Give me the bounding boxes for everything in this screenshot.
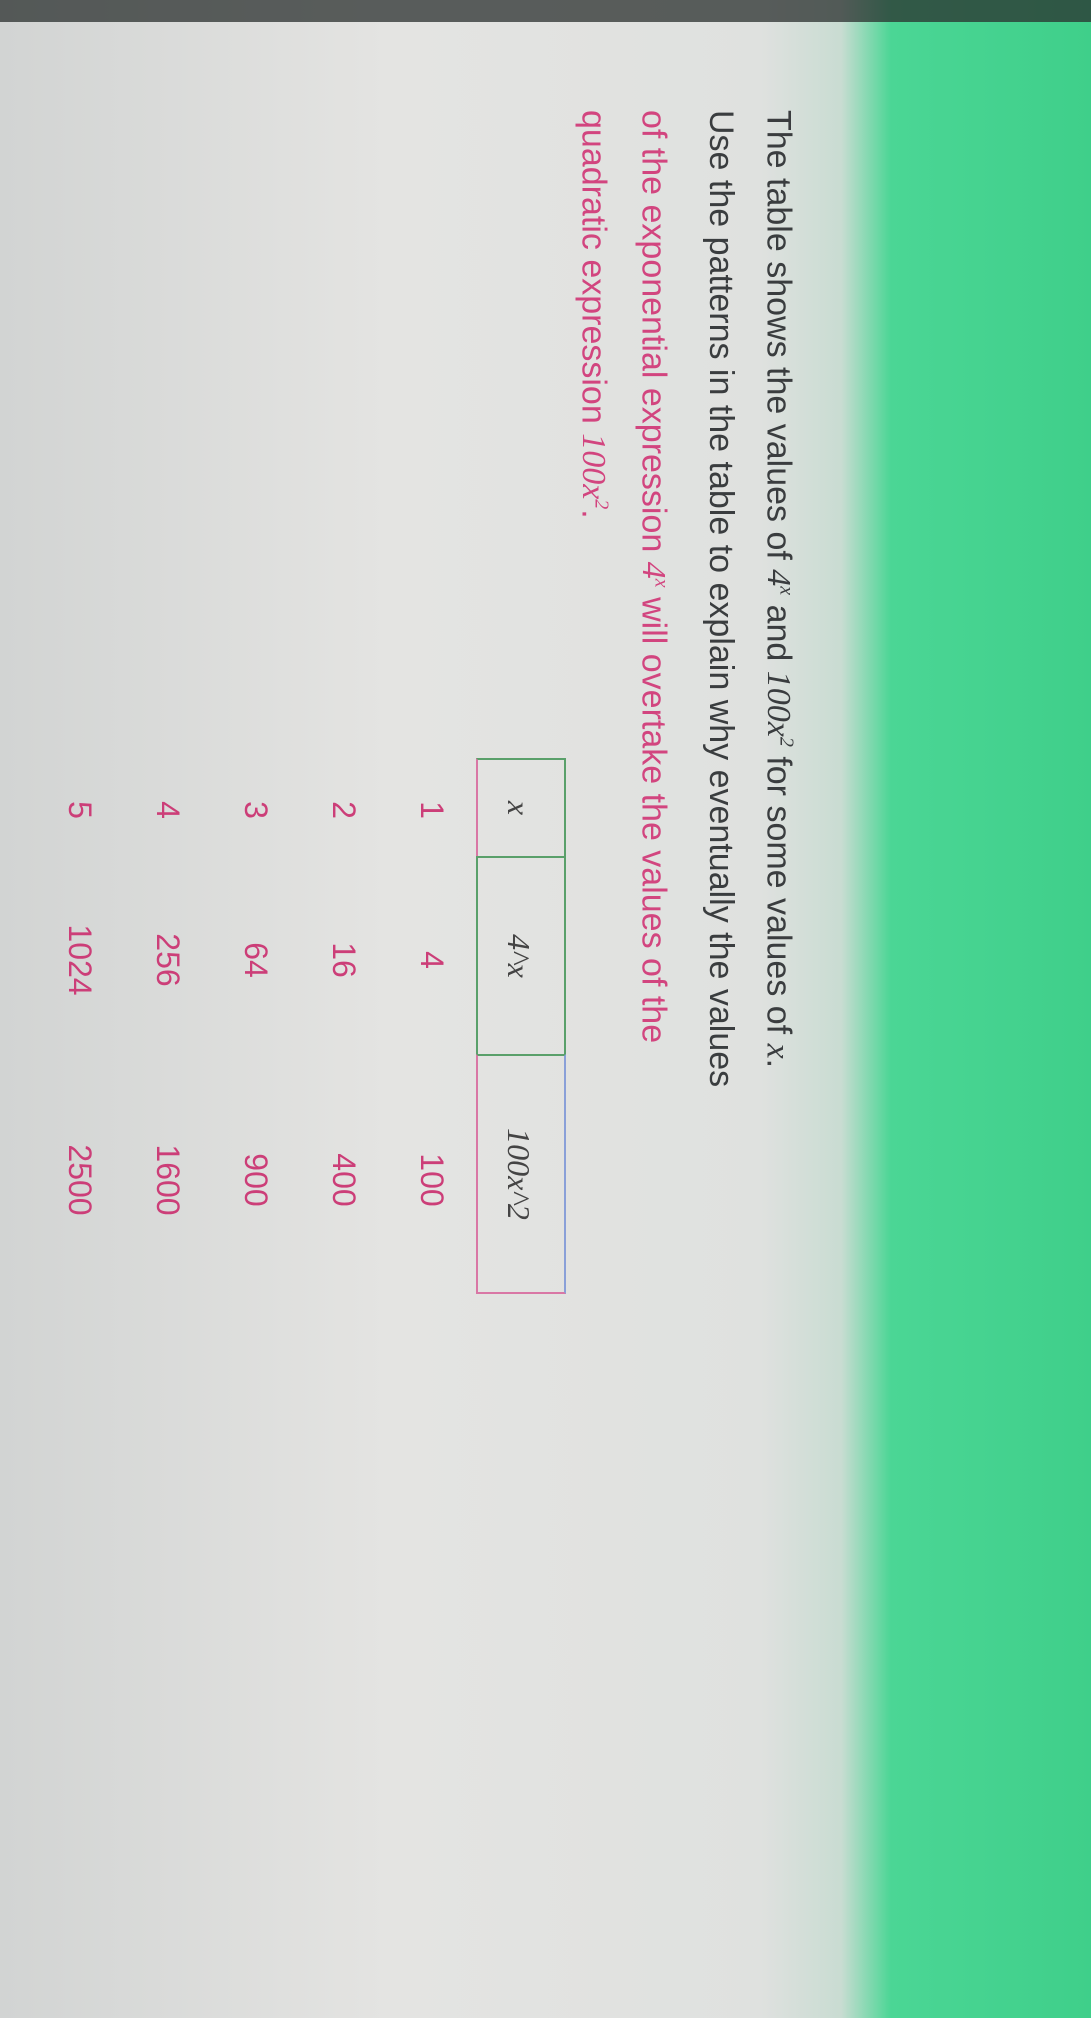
text: for some values of: [759, 746, 798, 1044]
table-row: 1 4 100: [388, 760, 476, 1300]
text: .: [574, 509, 613, 519]
cell: 256: [150, 933, 187, 987]
table-row: 4 256 1600: [124, 760, 212, 1300]
text: and: [759, 595, 798, 671]
values-table: x 4^x 100x^2 1 4 100 2 16 400 3 64 900 4 256 160…: [36, 758, 566, 1300]
math-exponential: 4x: [760, 569, 797, 595]
power: 2: [590, 499, 612, 510]
math-exponential: 4x: [635, 562, 672, 588]
cell: 1600: [150, 1144, 187, 1216]
variable: x: [759, 1043, 797, 1059]
base: 100x: [759, 670, 797, 737]
cell: 100: [414, 1153, 451, 1207]
math-quadratic: 100x2: [575, 433, 612, 509]
cell: 16: [326, 942, 363, 978]
text: of the exponential expression: [634, 110, 673, 562]
table-body: 1 4 100 2 16 400 3 64 900 4 256 1600 5 1024 2500: [36, 760, 476, 1300]
power: x: [775, 586, 797, 596]
cell: 64: [238, 942, 275, 978]
cell: 1: [414, 801, 451, 819]
text: The table shows the values of: [759, 110, 798, 570]
screen-edge: [0, 0, 1091, 22]
text: will overtake the values of the: [634, 587, 673, 1044]
base: 100x: [574, 433, 612, 500]
header-100x2: 100x^2: [476, 1054, 566, 1294]
question-line-2: Use the patterns in the table to explain…: [702, 110, 740, 1088]
question-line-1: The table shows the values of 4x and 100…: [758, 110, 806, 1068]
cell: 400: [326, 1153, 363, 1207]
table-row: 3 64 900: [212, 760, 300, 1300]
power: 2: [775, 736, 797, 747]
power: x: [650, 578, 672, 588]
header-4x: 4^x: [476, 856, 566, 1056]
math-quadratic: 100x2: [760, 671, 797, 747]
text: .: [759, 1058, 798, 1069]
cell: 4: [414, 951, 451, 969]
base: 4: [759, 569, 797, 587]
header-x: x: [476, 758, 566, 858]
cell: 900: [238, 1153, 275, 1207]
question-line-3: of the exponential expression 4x will ov…: [633, 110, 681, 1043]
table-row: 5 1024 2500: [36, 760, 124, 1300]
question-line-4: quadratic expression 100x2.: [573, 110, 621, 519]
table-header: x 4^x 100x^2: [476, 758, 566, 1300]
text: quadratic expression: [574, 110, 613, 434]
cell: 2500: [62, 1144, 99, 1216]
cell: 3: [238, 801, 275, 819]
cell: 1024: [62, 924, 99, 996]
cell: 5: [62, 801, 99, 819]
base: 4: [634, 561, 672, 579]
cell: 2: [326, 801, 363, 819]
table-row: 2 16 400: [300, 760, 388, 1300]
cell: 4: [150, 801, 187, 819]
